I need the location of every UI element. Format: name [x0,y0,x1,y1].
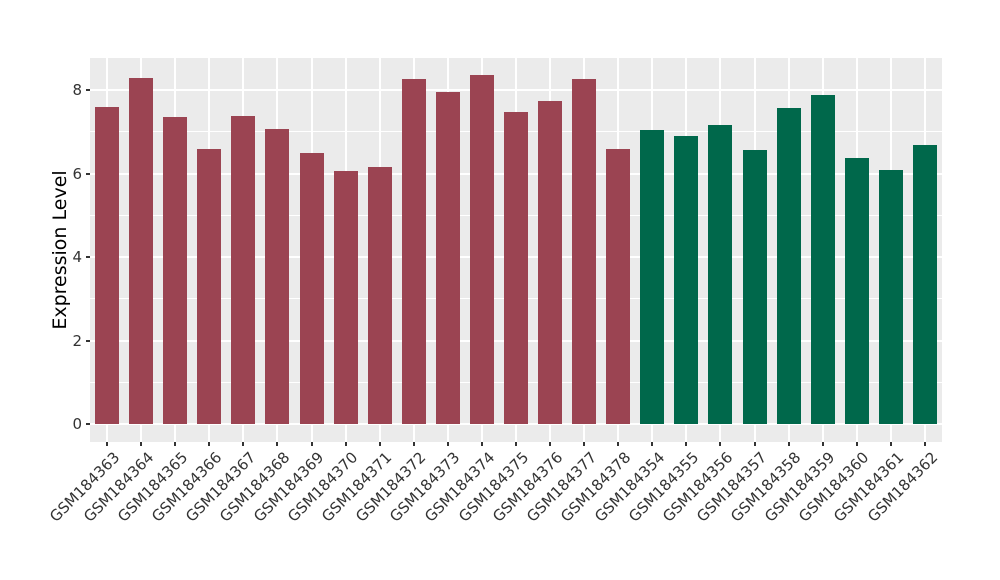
x-tick-mark [276,442,279,446]
x-tick-mark [855,442,858,446]
bar-GSM184361 [878,169,903,424]
y-tick-label: 0 [72,415,82,433]
x-tick-mark [208,442,211,446]
bar-GSM184374 [469,74,494,424]
bar-GSM184371 [367,166,392,424]
bar-GSM184355 [674,135,699,424]
bar-GSM184362 [912,145,937,424]
x-tick-mark [685,442,688,446]
x-tick-mark [515,442,517,446]
bar-GSM184354 [640,130,665,424]
x-tick-mark [651,442,654,446]
x-tick-mark [787,442,790,446]
x-tick-mark [106,442,109,446]
y-tick-label: 8 [72,81,82,99]
bar-GSM184370 [333,170,358,424]
x-tick-mark [446,442,449,446]
bar-GSM184357 [742,149,767,424]
bar-GSM184377 [572,79,597,424]
x-tick-mark [549,442,552,446]
bar-GSM184367 [231,115,256,424]
y-tick-mark [86,89,90,91]
bar-GSM184359 [810,95,835,424]
x-tick-mark [242,442,245,446]
x-tick-mark [344,442,347,446]
bar-GSM184376 [538,101,563,424]
bar-GSM184365 [163,116,188,424]
y-tick-mark [86,172,90,175]
plot-panel [90,58,942,442]
x-tick-mark [583,442,586,446]
x-tick-mark [753,442,756,446]
x-tick-mark [174,442,177,446]
x-tick-mark [923,442,926,446]
x-tick-mark [821,442,824,446]
y-tick-label: 2 [72,331,82,350]
x-tick-mark [378,442,381,446]
bar-GSM184368 [265,129,290,424]
x-tick-mark [310,442,313,446]
bar-GSM184369 [299,153,324,424]
y-tick-mark [86,256,90,258]
x-tick-mark [480,442,483,446]
bar-GSM184366 [197,149,222,424]
bar-GSM184360 [844,157,869,424]
y-tick-mark [86,423,90,425]
y-tick-mark [86,339,90,342]
bar-GSM184358 [776,108,801,424]
x-tick-mark [617,442,620,446]
bar-GSM184373 [435,92,460,424]
bar-GSM184364 [129,78,154,424]
x-tick-mark [412,442,415,446]
y-tick-label: 4 [72,248,82,266]
y-tick-label: 6 [72,164,82,183]
x-tick-mark [889,442,892,446]
x-tick-mark [140,442,143,446]
bar-GSM184375 [504,111,528,424]
bar-GSM184356 [708,125,733,424]
bar-GSM184363 [95,106,120,424]
bar-GSM184372 [401,79,426,424]
x-tick-mark [719,442,722,446]
bar-GSM184378 [606,148,631,424]
